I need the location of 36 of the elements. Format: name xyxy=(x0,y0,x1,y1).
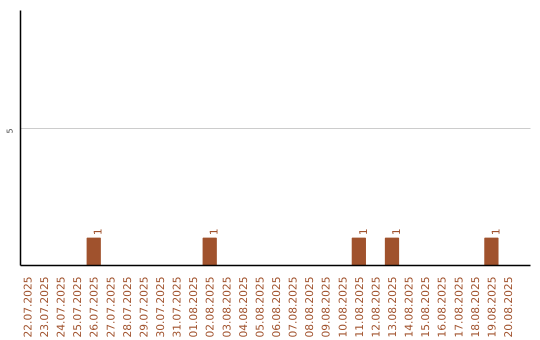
y-tick-label: 5 xyxy=(6,128,14,134)
x-tick-label: 24.07.2025 xyxy=(54,276,68,338)
data-label: 1 xyxy=(489,228,502,236)
x-tick-label: 05.08.2025 xyxy=(253,276,266,338)
x-tick-label: 16.08.2025 xyxy=(436,276,449,338)
x-tick-label: 10.08.2025 xyxy=(336,276,350,338)
data-label: 1 xyxy=(356,228,370,236)
data-label: 1 xyxy=(92,228,105,236)
x-tick-label: 19.08.2025 xyxy=(485,276,498,338)
x-tick-label: 09.08.2025 xyxy=(320,276,333,338)
x-tick-label: 12.08.2025 xyxy=(369,276,382,338)
x-tick-label: 28.07.2025 xyxy=(120,276,134,338)
x-tick-label: 13.08.2025 xyxy=(386,276,399,338)
x-tick-label: 07.08.2025 xyxy=(286,276,300,338)
x-tick-label: 18.08.2025 xyxy=(468,276,482,338)
x-tick-label: 04.08.2025 xyxy=(236,276,250,338)
x-tick-label: 06.08.2025 xyxy=(270,276,283,338)
data-label: 1 xyxy=(208,228,221,236)
x-tick-label: 23.07.2025 xyxy=(38,276,52,338)
x-tick-label: 02.08.2025 xyxy=(204,276,217,338)
x-tick-label: 17.08.2025 xyxy=(452,276,466,338)
x-tick-label: 27.07.2025 xyxy=(104,276,118,338)
x-tick-label: 20.08.2025 xyxy=(502,276,515,338)
x-tick-label: 03.08.2025 xyxy=(220,276,234,338)
x-tick-label: 14.08.2025 xyxy=(402,276,416,338)
x-tick-label: 29.07.2025 xyxy=(137,276,150,338)
x-tick-label: 26.07.2025 xyxy=(88,276,101,338)
x-tick-label: 15.08.2025 xyxy=(419,276,432,338)
x-tick-label: 22.07.2025 xyxy=(21,276,34,338)
x-tick-label: 11.08.2025 xyxy=(352,276,366,338)
x-tick-label: 01.08.2025 xyxy=(187,276,200,338)
x-tick-label: 08.08.2025 xyxy=(303,276,316,338)
x-tick-label: 30.07.2025 xyxy=(154,276,168,338)
x-tick-label: 31.07.2025 xyxy=(170,276,184,338)
x-tick-label: 25.07.2025 xyxy=(71,276,84,338)
data-label: 1 xyxy=(390,228,403,236)
